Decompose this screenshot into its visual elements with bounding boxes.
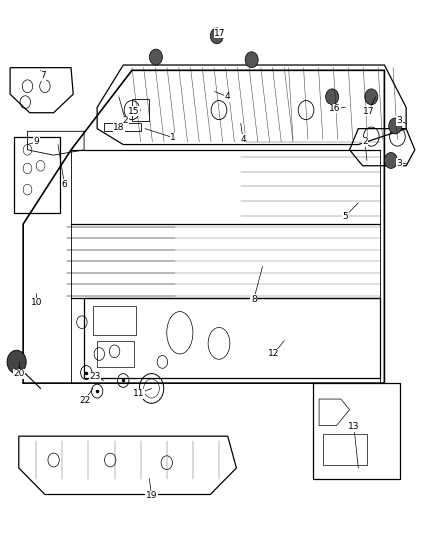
Text: 10: 10 <box>31 298 42 307</box>
Text: 17: 17 <box>363 107 374 116</box>
Circle shape <box>245 52 258 68</box>
Circle shape <box>7 350 26 374</box>
Text: 9: 9 <box>33 138 39 147</box>
Text: 3: 3 <box>397 116 403 125</box>
Bar <box>97 341 134 367</box>
Text: 15: 15 <box>128 107 140 116</box>
Text: 12: 12 <box>268 350 279 359</box>
Bar <box>323 433 367 465</box>
Text: 11: 11 <box>133 389 144 398</box>
Circle shape <box>389 118 402 134</box>
Circle shape <box>385 152 397 168</box>
Text: 13: 13 <box>348 422 360 431</box>
Text: 2: 2 <box>362 138 367 147</box>
Text: 16: 16 <box>328 104 340 113</box>
Circle shape <box>210 28 223 44</box>
Circle shape <box>149 49 162 65</box>
Text: 6: 6 <box>62 180 67 189</box>
Text: 7: 7 <box>40 71 46 80</box>
Text: 3: 3 <box>397 159 403 167</box>
Text: 18: 18 <box>113 123 125 132</box>
Text: 22: 22 <box>79 395 91 405</box>
Text: 23: 23 <box>89 372 101 381</box>
Text: 2: 2 <box>123 116 128 125</box>
Bar <box>93 306 136 335</box>
Circle shape <box>365 89 378 105</box>
Text: 4: 4 <box>225 92 230 101</box>
Text: 5: 5 <box>343 212 348 221</box>
Circle shape <box>325 89 339 105</box>
Text: 8: 8 <box>251 295 257 304</box>
Text: 1: 1 <box>170 133 176 142</box>
Text: 4: 4 <box>240 135 246 144</box>
Bar <box>313 383 399 479</box>
Text: 17: 17 <box>214 29 226 38</box>
Text: 20: 20 <box>13 369 25 378</box>
Text: 19: 19 <box>146 491 157 500</box>
